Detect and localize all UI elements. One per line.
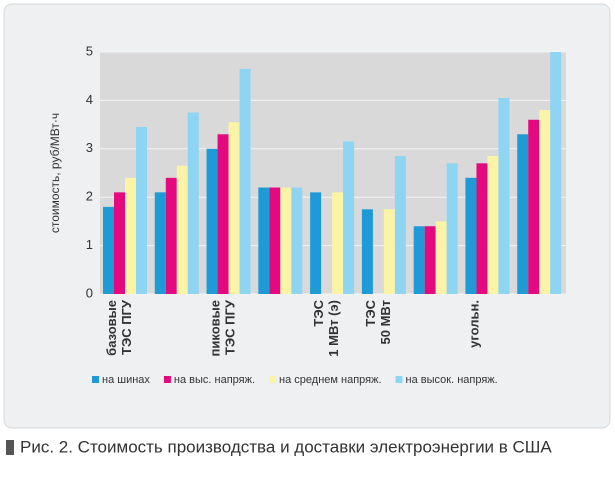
bar [435, 221, 447, 294]
bar [269, 187, 281, 294]
bar [206, 148, 218, 294]
legend-swatch [395, 376, 403, 383]
y-tick-label: 0 [86, 285, 93, 300]
bar [136, 127, 147, 295]
y-tick-label: 2 [86, 189, 93, 204]
bar [487, 156, 499, 294]
bar [187, 112, 199, 294]
y-tick-label: 1 [86, 237, 93, 252]
bar [361, 209, 373, 294]
legend-swatch [269, 376, 277, 383]
bar [154, 192, 166, 294]
x-tick-label-line: пиковые [208, 300, 223, 356]
bar [528, 119, 540, 294]
bar [446, 163, 458, 294]
x-tick-label-line: ТЭС ПГУ [119, 299, 134, 355]
legend-swatch [163, 376, 171, 383]
bar [258, 187, 270, 294]
y-tick-label: 3 [86, 140, 93, 155]
bar [228, 122, 240, 295]
y-tick-label: 5 [86, 43, 93, 58]
x-tick-label-line: угольн. [467, 300, 482, 348]
bar [217, 134, 229, 294]
bar [125, 177, 136, 294]
bar [239, 68, 251, 294]
bar [539, 110, 551, 294]
bar [476, 163, 488, 294]
bar [291, 187, 303, 294]
bar [103, 206, 114, 294]
legend-label: на выс. напряж. [174, 374, 255, 386]
legend-swatch [92, 376, 99, 383]
caption-marker [6, 440, 14, 455]
x-tick-label: пиковыеТЭС ПГУ [208, 299, 238, 356]
bar [498, 97, 510, 294]
bar [310, 192, 322, 294]
bar [383, 209, 395, 294]
y-tick-label: 4 [86, 92, 93, 107]
y-axis-label: стоимость, руб/МВт·ч [48, 113, 62, 233]
legend-label: на среднем напряж. [279, 374, 382, 386]
legend-label: на шинах [102, 374, 150, 386]
bar [424, 226, 436, 294]
bar [413, 226, 425, 294]
x-tick-label-line: ТЭС ПГУ [223, 299, 238, 355]
legend-label: на высок. напряж. [406, 374, 498, 386]
chart-title: Рис. 2. Стоимость производства и доставк… [20, 437, 552, 456]
bar [517, 134, 529, 294]
x-tick-label-line: базовые [104, 300, 119, 356]
bar [165, 177, 177, 294]
bar [332, 192, 344, 294]
x-tick-label-line: 50 МВт [378, 300, 393, 344]
x-tick-label: ТЭС50 МВт [363, 299, 393, 344]
bar [176, 165, 188, 294]
x-tick-label-line: ТЭС [312, 299, 327, 326]
x-tick-label-line: ТЭС [363, 299, 378, 326]
x-tick-label-line: 1 МВт (э) [327, 300, 342, 357]
bar [343, 141, 355, 294]
bar [465, 177, 477, 294]
bar [114, 192, 125, 294]
bar [550, 52, 562, 294]
x-tick-label: угольн. [467, 300, 482, 348]
bar [280, 187, 292, 294]
x-tick-label: ТЭС1 МВт (э) [312, 299, 342, 356]
x-tick-label: базовыеТЭС ПГУ [104, 299, 134, 356]
bar [394, 156, 406, 294]
